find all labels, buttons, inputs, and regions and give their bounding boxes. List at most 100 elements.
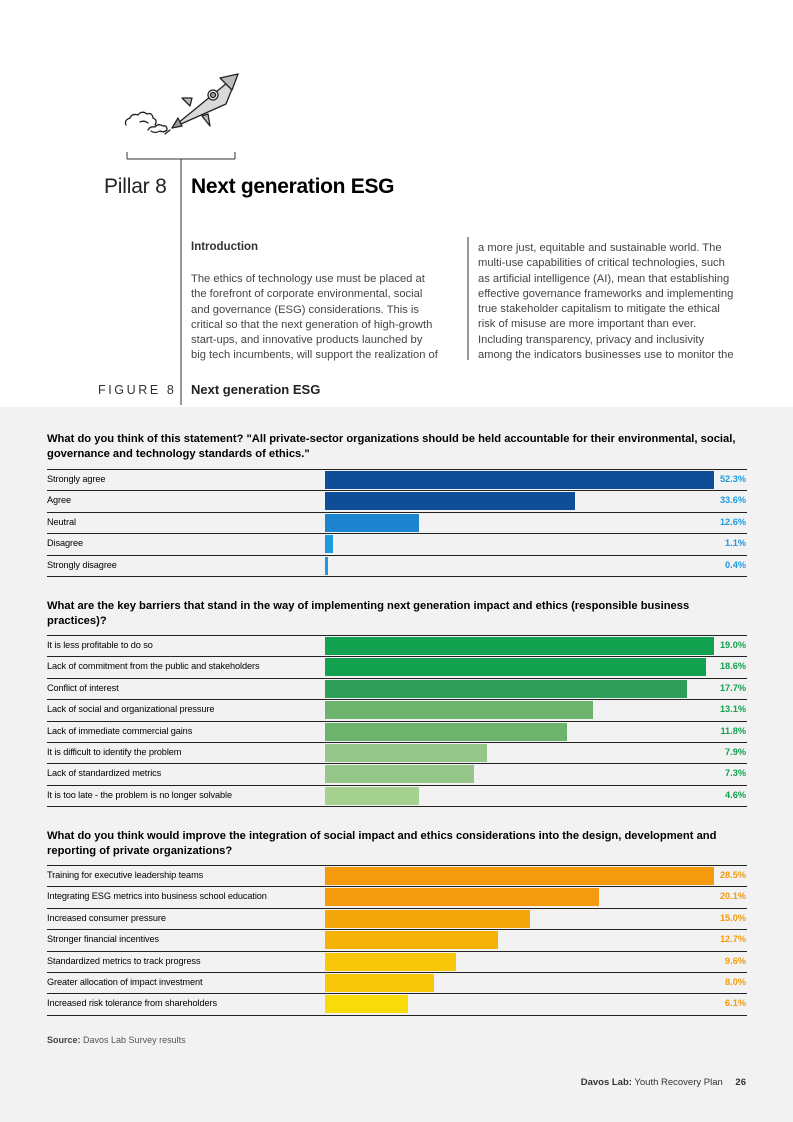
page-number: 26 — [735, 1077, 746, 1088]
bar-value-label: 12.6% — [719, 516, 746, 527]
bar-category-label: Increased risk tolerance from shareholde… — [47, 998, 217, 1009]
bar-category-label: Lack of standardized metrics — [47, 768, 162, 779]
row-divider — [47, 469, 747, 470]
source-text: Davos Lab Survey results — [83, 1035, 186, 1045]
bar-category-label: Disagree — [47, 538, 83, 549]
bar — [325, 513, 419, 532]
bar-category-label: Standardized metrics to track progress — [47, 955, 201, 966]
bar-value-label: 7.9% — [725, 747, 746, 757]
bar-value-label: 11.8% — [720, 725, 746, 736]
intro-line: as artificial intelligence (AI), mean th… — [478, 272, 730, 285]
intro-line: big tech incumbents, will support the re… — [191, 349, 438, 362]
bar-category-label: It is difficult to identify the problem — [47, 747, 182, 757]
bar-category-label: Strongly agree — [47, 474, 106, 484]
bar — [325, 471, 714, 489]
bar — [325, 867, 714, 885]
bar — [325, 786, 420, 805]
bar-category-label: Agree — [47, 495, 72, 506]
bar-value-label: 1.1% — [725, 538, 746, 549]
intro-line: start-ups, and innovative products launc… — [191, 334, 423, 347]
figure-title: Next generation ESG — [191, 382, 321, 397]
row-divider — [47, 677, 747, 679]
bar — [325, 888, 600, 907]
bar-category-label: Training for executive leadership teams — [47, 870, 204, 880]
bar-value-label: 4.6% — [725, 789, 746, 800]
intro-line: multi-use capabilities of critical techn… — [478, 257, 725, 270]
rocket-icon — [124, 73, 239, 135]
row-divider — [47, 699, 747, 701]
chart-question: What do you think would improve the inte… — [47, 830, 717, 857]
bar-value-label: 8.0% — [725, 977, 746, 987]
row-divider — [47, 635, 747, 636]
bar — [325, 765, 475, 784]
row-divider — [47, 886, 747, 888]
row-divider — [47, 656, 747, 658]
bar — [325, 535, 334, 554]
source-note: Source: Davos Lab Survey results — [47, 1035, 186, 1045]
intro-line: and governance (ESG) considerations. Thi… — [191, 303, 420, 316]
row-divider — [47, 490, 747, 492]
bar-category-label: Stronger financial incentives — [47, 934, 160, 945]
footer-report-title: Youth Recovery Plan — [634, 1077, 723, 1088]
bar — [325, 701, 594, 720]
page-title: Next generation ESG — [191, 175, 395, 198]
row-divider — [47, 929, 747, 931]
intro-line: critical so that the next generation of … — [191, 318, 433, 331]
footer-report-bold: Davos Lab: — [580, 1077, 632, 1088]
bar — [325, 909, 530, 928]
pillar-label: Pillar 8 — [104, 175, 167, 198]
row-divider — [47, 972, 747, 973]
row-divider — [47, 533, 747, 535]
intro-line: true stakeholder capitalism to mitigate … — [478, 303, 720, 316]
bar — [325, 974, 435, 992]
bar-category-label: Integrating ESG metrics into business sc… — [47, 891, 267, 902]
bar-value-label: 19.0% — [719, 640, 746, 650]
bar — [325, 722, 567, 741]
intro-line: among the indicators businesses use to m… — [478, 349, 734, 362]
source-label: Source: — [47, 1035, 81, 1045]
bar-value-label: 13.1% — [719, 704, 746, 715]
row-divider — [47, 763, 747, 765]
bar — [325, 658, 706, 677]
figure-label: FIGURE 8 — [98, 383, 177, 397]
row-divider — [47, 511, 747, 513]
bar — [325, 931, 499, 950]
bar-category-label: Lack of social and organizational pressu… — [47, 704, 215, 715]
intro-line: The ethics of technology use must be pla… — [191, 273, 425, 285]
intro-line: effective governance frameworks and impl… — [478, 287, 734, 300]
bar-value-label: 9.6% — [725, 955, 746, 966]
bar — [325, 556, 328, 575]
bar-category-label: Lack of immediate commercial gains — [47, 725, 193, 736]
bar — [325, 637, 714, 655]
page-footer: Davos Lab: Youth Recovery Plan 26 — [581, 1077, 746, 1088]
bar-value-label: 28.5% — [719, 870, 746, 880]
intro-column-2: a more just, equitable and sustainable w… — [478, 241, 748, 363]
row-divider — [47, 576, 747, 577]
bar — [325, 995, 409, 1014]
bar-value-label: 12.7% — [719, 934, 746, 945]
bar-value-label: 33.6% — [719, 495, 746, 506]
row-divider — [47, 865, 747, 866]
bar-category-label: Conflict of interest — [47, 682, 119, 693]
bar — [325, 492, 575, 511]
chart-question: What are the key barriers that stand in … — [47, 600, 690, 627]
bar-category-label: Greater allocation of impact investment — [47, 977, 203, 987]
intro-line: Including transparency, privacy and incl… — [478, 333, 705, 346]
bar-value-label: 52.3% — [719, 474, 746, 484]
row-divider — [47, 554, 747, 556]
bar-value-label: 20.1% — [719, 891, 746, 902]
row-divider — [47, 907, 747, 909]
bar-value-label: 15.0% — [719, 912, 746, 923]
bar — [325, 744, 487, 762]
row-divider — [47, 993, 747, 995]
row-divider — [47, 742, 747, 743]
row-divider — [47, 806, 747, 808]
intro-line: the forefront of corporate environmental… — [191, 288, 423, 301]
intro-line: a more just, equitable and sustainable w… — [478, 242, 722, 254]
row-divider — [47, 950, 747, 952]
bar-value-label: 0.4% — [725, 559, 746, 570]
row-divider — [47, 720, 747, 722]
bar-category-label: It is less profitable to do so — [47, 640, 153, 650]
header-bracket — [126, 152, 469, 405]
bar — [325, 952, 457, 971]
